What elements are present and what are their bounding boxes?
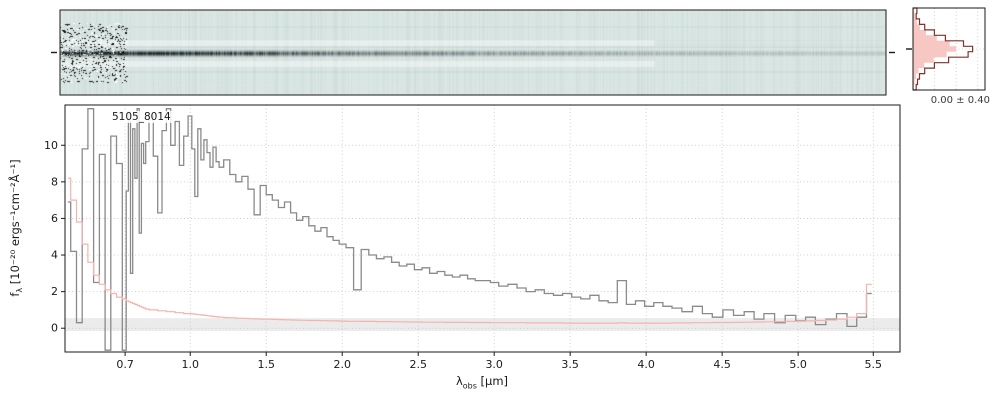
tick-labels: 0.7 1.0 1.5 2.0 2.5 3.0 3.5 4.0 4.5 5.0 5.5 0 2 4 6 8 10 [44, 139, 882, 371]
spectrum-series [67, 108, 872, 351]
x-tick-label: 5.5 [865, 358, 883, 371]
x-tick-label: 5.0 [789, 358, 807, 371]
spectrum-2d-image [60, 10, 886, 95]
y-axis-label: fλ [10⁻²⁰ ergs⁻¹cm⁻²Å⁻¹] [7, 159, 25, 297]
grid-lines [65, 105, 900, 352]
x-tick-label: 1.0 [182, 358, 200, 371]
object-id-label: 5105_8014 [110, 111, 173, 123]
x-tick-label: 2.0 [333, 358, 351, 371]
x-tick-label: 4.0 [637, 358, 655, 371]
profile-histogram [906, 7, 986, 91]
y-tick-label: 10 [44, 139, 58, 152]
x-tick-label: 3.0 [485, 358, 503, 371]
y-tick-label: 6 [51, 212, 58, 225]
histogram-outline [913, 7, 974, 91]
histogram-fill [913, 8, 957, 90]
x-tick-label: 1.5 [257, 358, 275, 371]
zero-band [65, 318, 900, 331]
y-tick-label: 8 [51, 175, 58, 188]
uncertainty-line [67, 177, 872, 324]
y-tick-label: 4 [51, 249, 58, 262]
y-tick-label: 0 [51, 322, 58, 335]
axes-frame [64, 104, 901, 353]
flux-line [67, 108, 872, 351]
x-tick-label: 3.5 [561, 358, 579, 371]
y-tick-label: 2 [51, 285, 58, 298]
x-axis-label: λobs [μm] [455, 374, 509, 391]
profile-stats-label: 0.00 ± 0.40 [930, 95, 990, 106]
x-tick-label: 4.5 [713, 358, 731, 371]
x-tick-label: 0.7 [116, 358, 134, 371]
x-tick-label: 2.5 [409, 358, 427, 371]
histogram-frame [912, 7, 986, 91]
